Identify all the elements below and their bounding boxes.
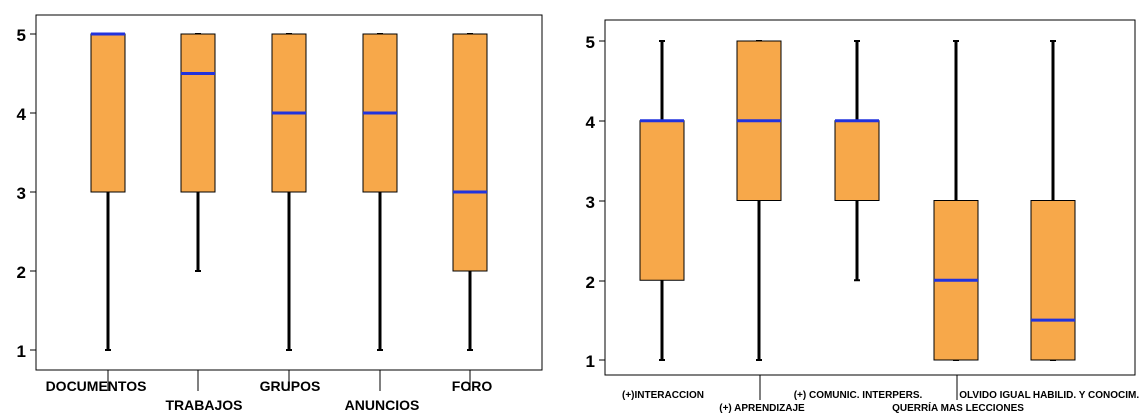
chart-1-ytick: 3	[17, 184, 36, 203]
chart-2-y-axis: 1 2 3 4 5	[586, 33, 605, 371]
chart-1-ytick-label: 3	[17, 184, 26, 203]
chart-1-y-axis: 1 2 3 4 5	[17, 26, 36, 361]
chart-2-xtick-label: (+) APRENDIZAJE	[719, 403, 805, 413]
chart-1-ytick-label: 1	[17, 342, 26, 361]
chart-1-xtick-label: GRUPOS	[260, 378, 321, 394]
boxplot-5	[1030, 40, 1076, 361]
chart-1-xtick: ANUNCIOS	[345, 370, 420, 413]
chart-1-plot-area	[90, 32, 488, 351]
chart-2-ytick-label: 4	[586, 113, 596, 132]
chart-1-xtick: DOCUMENTOS	[46, 370, 147, 394]
chart-2-ytick: 3	[586, 193, 605, 212]
chart-1-xtick: TRABAJOS	[165, 370, 243, 413]
chart-2-plot-area	[639, 40, 1076, 361]
boxplot-2	[736, 40, 782, 361]
chart-1-ytick: 5	[17, 26, 36, 45]
chart-1-xtick-label: TRABAJOS	[165, 397, 242, 413]
chart-2-xtick-label: (+)INTERACCION	[622, 390, 704, 401]
boxplot-1	[639, 40, 685, 361]
chart-2-ytick: 2	[586, 273, 605, 292]
iqr-box	[1030, 200, 1076, 361]
chart-2-ytick-label: 2	[586, 273, 595, 292]
chart-2-xtick-label: QUERRÍA MAS LECCIONES	[892, 401, 1024, 413]
chart-2: 1 2 3 4 5 (+)INTERACCION (+) APRE	[586, 19, 1139, 413]
chart-1-xtick-label: DOCUMENTOS	[46, 378, 147, 394]
chart-2-ytick-label: 3	[586, 193, 595, 212]
chart-1-xtick-label: FORO	[452, 378, 493, 394]
chart-2-ytick-label: 5	[586, 33, 595, 52]
chart-1-ytick-label: 4	[17, 105, 27, 124]
iqr-box	[452, 33, 488, 272]
iqr-box	[639, 120, 685, 281]
chart-1-xtick: FORO	[452, 370, 493, 394]
chart-1-ytick: 1	[17, 342, 36, 361]
boxplot-2	[180, 33, 216, 272]
chart-1-ytick-label: 2	[17, 263, 26, 282]
chart-2-ytick: 1	[586, 352, 605, 371]
chart-1-ytick: 4	[17, 105, 36, 124]
chart-1-xtick: GRUPOS	[260, 370, 321, 394]
boxplot-3	[834, 40, 880, 282]
chart-1-x-axis: DOCUMENTOS TRABAJOS GRUPOS ANUNCIOS FORO	[46, 370, 493, 413]
chart-1-ytick: 2	[17, 263, 36, 282]
boxplot-4	[362, 33, 398, 351]
iqr-box	[90, 33, 126, 193]
chart-2-ytick: 5	[586, 33, 605, 52]
chart-2-xtick-label: (+) COMUNIC. INTERPERS.	[794, 390, 923, 401]
chart-1-xtick-label: ANUNCIOS	[345, 397, 420, 413]
iqr-box	[180, 33, 216, 193]
chart-2-frame	[604, 19, 1136, 376]
chart-2-xtick-label: HABILID. Y CONOCIM.	[1033, 390, 1140, 401]
boxplot-4	[933, 40, 979, 361]
chart-1-ytick-label: 5	[17, 26, 26, 45]
chart-2-ytick: 4	[586, 113, 605, 132]
boxplot-5	[452, 33, 488, 351]
chart-2-x-axis: (+)INTERACCION (+) APRENDIZAJE (+) COMUN…	[622, 375, 1139, 413]
boxplot-3	[271, 33, 307, 351]
boxplot-1	[90, 32, 126, 351]
chart-1: 1 2 3 4 5 DOCUMENTOS	[17, 14, 543, 413]
iqr-box	[834, 120, 880, 201]
chart-2-ytick-label: 1	[586, 352, 595, 371]
chart-2-xtick-label: OLVIDO IGUAL	[959, 390, 1030, 401]
